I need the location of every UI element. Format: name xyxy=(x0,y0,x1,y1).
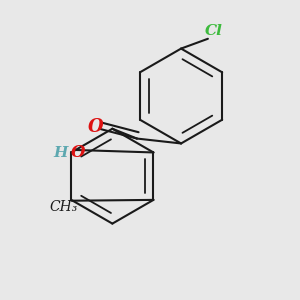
Text: O: O xyxy=(71,144,85,161)
Text: O: O xyxy=(88,118,104,136)
Text: Cl: Cl xyxy=(205,24,223,38)
Text: CH₃: CH₃ xyxy=(49,200,77,214)
Text: H: H xyxy=(54,146,68,160)
